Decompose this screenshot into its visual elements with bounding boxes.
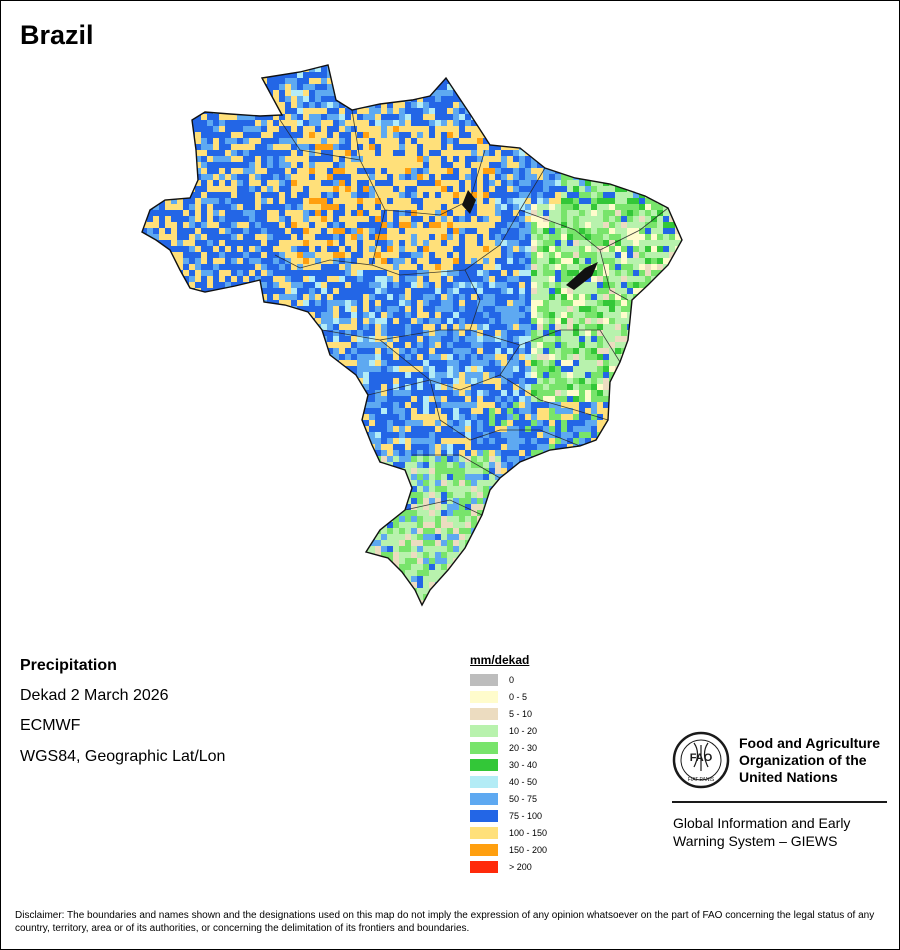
legend-item: 50 - 75 xyxy=(470,790,547,807)
legend-swatch xyxy=(470,826,498,839)
fao-logo-text: FAO xyxy=(690,752,713,764)
legend-label: 150 - 200 xyxy=(509,844,548,855)
reservoir-marker xyxy=(566,262,598,290)
source-label: ECMWF xyxy=(20,717,81,734)
legend-item: 20 - 30 xyxy=(470,739,547,756)
legend-item: 30 - 40 xyxy=(470,756,547,773)
legend-item: 0 xyxy=(470,671,547,688)
marajo-island-marker xyxy=(462,190,476,214)
state-boundaries xyxy=(274,109,669,516)
legend-swatch xyxy=(470,724,498,737)
organization-name: Food and Agriculture Organization of the… xyxy=(739,735,881,785)
legend-swatch xyxy=(470,809,498,822)
legend-label: 10 - 20 xyxy=(509,725,538,736)
organization-divider xyxy=(672,801,887,803)
legend-label: 0 - 5 xyxy=(509,691,528,702)
disclaimer-text: Disclaimer: The boundaries and names sho… xyxy=(15,910,875,934)
legend-label: 75 - 100 xyxy=(509,810,543,821)
legend-item: > 200 xyxy=(470,858,547,875)
legend-item: 10 - 20 xyxy=(470,722,547,739)
fao-logo-icon: FAO FIAT PANIS xyxy=(672,731,730,789)
legend-swatch xyxy=(470,758,498,771)
legend-items: 0 0 - 5 5 - 10 10 - 20 20 - 30 30 - 40 40 - 50… xyxy=(470,671,547,875)
legend-label: 100 - 150 xyxy=(509,827,548,838)
legend-item: 40 - 50 xyxy=(470,773,547,790)
legend: mm/dekad 0 0 - 5 5 - 10 10 - 20 20 - 30 30 - … xyxy=(470,653,547,875)
period-label: Dekad 2 March 2026 xyxy=(20,687,169,704)
map-title: Brazil xyxy=(20,20,94,50)
legend-swatch xyxy=(470,860,498,873)
fao-logo-motto: FIAT PANIS xyxy=(688,777,715,783)
legend-swatch xyxy=(470,741,498,754)
precipitation-raster xyxy=(142,65,682,605)
legend-label: 0 xyxy=(509,674,515,685)
legend-label: 20 - 30 xyxy=(509,742,538,753)
legend-swatch xyxy=(470,843,498,856)
legend-label: 40 - 50 xyxy=(509,776,538,787)
legend-swatch xyxy=(470,673,498,686)
legend-label: 5 - 10 xyxy=(509,708,533,719)
legend-label: 30 - 40 xyxy=(509,759,538,770)
legend-label: > 200 xyxy=(509,861,532,872)
giews-label: Global Information and Early Warning Sys… xyxy=(673,815,851,849)
precipitation-map xyxy=(141,64,683,606)
legend-item: 100 - 150 xyxy=(470,824,547,841)
variable-label: Precipitation xyxy=(20,657,117,674)
legend-item: 150 - 200 xyxy=(470,841,547,858)
legend-swatch xyxy=(470,690,498,703)
legend-title: mm/dekad xyxy=(470,653,530,667)
legend-item: 0 - 5 xyxy=(470,688,547,705)
projection-label: WGS84, Geographic Lat/Lon xyxy=(20,748,226,765)
legend-swatch xyxy=(470,707,498,720)
legend-item: 5 - 10 xyxy=(470,705,547,722)
legend-swatch xyxy=(470,792,498,805)
legend-swatch xyxy=(470,775,498,788)
legend-item: 75 - 100 xyxy=(470,807,547,824)
legend-label: 50 - 75 xyxy=(509,793,538,804)
